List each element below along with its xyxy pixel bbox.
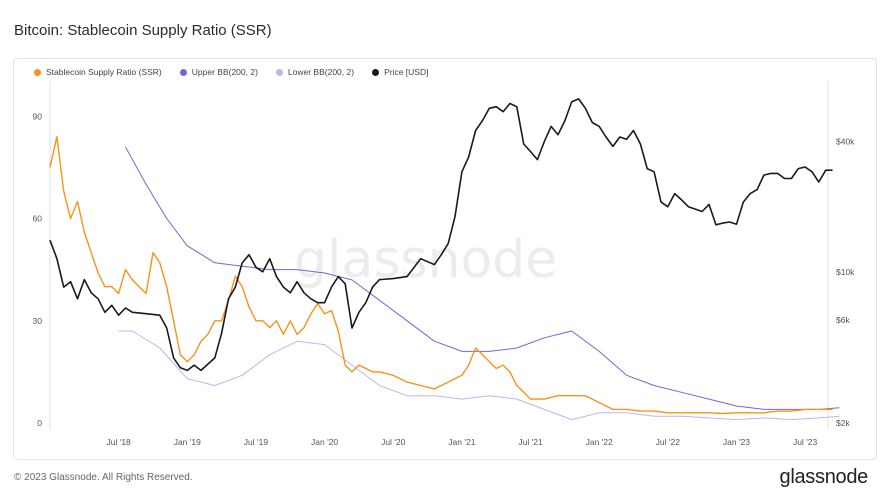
y-left-tick-label: 90 (33, 111, 43, 121)
page-title: Bitcoin: Stablecoin Supply Ratio (SSR) (14, 22, 272, 39)
y-left-tick-label: 60 (33, 214, 43, 224)
price-line (49, 98, 833, 372)
brand-logo: glassnode (779, 466, 869, 488)
y-left-axis: 0 30 60 90 (33, 111, 43, 428)
x-axis: Jul '18 Jan '19 Jul '19 Jan '20 Jul '20 Jan '… (106, 437, 817, 447)
x-tick-label: Jul '22 (656, 437, 681, 447)
x-tick-label: Jan '21 (448, 437, 475, 447)
x-tick-label: Jul '19 (244, 437, 269, 447)
legend-label: Stablecoin Supply Ratio (SSR) (46, 67, 162, 77)
x-tick-label: Jul '18 (106, 437, 131, 447)
chart-panel: glassnode 0 30 60 90 $2k $6k $10k $40k Jul '18… (13, 58, 877, 460)
legend-dot-icon (372, 68, 380, 76)
y-right-axis: $2k $6k $10k $40k (836, 137, 855, 428)
legend-dot-icon (275, 68, 283, 76)
y-right-tick-label: $10k (836, 267, 855, 277)
y-left-tick-label: 30 (33, 316, 43, 326)
legend-item[interactable]: Price [USD] (372, 67, 428, 77)
x-tick-label: Jul '23 (793, 437, 818, 447)
legend-dot-icon (179, 68, 187, 76)
legend-item[interactable]: Upper BB(200, 2) (179, 67, 258, 77)
x-tick-label: Jan '19 (174, 437, 201, 447)
legend-label: Lower BB(200, 2) (287, 67, 355, 77)
y-right-tick-label: $2k (836, 418, 850, 428)
legend-item[interactable]: Lower BB(200, 2) (275, 67, 355, 77)
y-left-tick-label: 0 (37, 418, 42, 428)
ssr-line (49, 136, 833, 415)
legend-label: Price [USD] (384, 67, 429, 77)
legend-dot-icon (34, 68, 41, 76)
x-tick-label: Jul '21 (518, 437, 543, 447)
x-tick-label: Jan '22 (586, 437, 613, 447)
legend: Stablecoin Supply Ratio (SSR) Upper BB(20… (34, 67, 428, 77)
y-right-tick-label: $6k (836, 315, 850, 325)
lower-bb-line (118, 330, 840, 421)
series-layer (49, 98, 840, 421)
upper-bb-line (125, 146, 840, 410)
x-tick-label: Jan '20 (311, 437, 338, 447)
legend-label: Upper BB(200, 2) (191, 67, 258, 77)
x-tick-label: Jan '23 (723, 437, 750, 447)
y-right-tick-label: $40k (836, 137, 855, 147)
legend-item[interactable]: Stablecoin Supply Ratio (SSR) (34, 67, 162, 77)
copyright-footer: © 2023 Glassnode. All Rights Reserved. (14, 472, 193, 483)
x-tick-label: Jul '20 (381, 437, 406, 447)
